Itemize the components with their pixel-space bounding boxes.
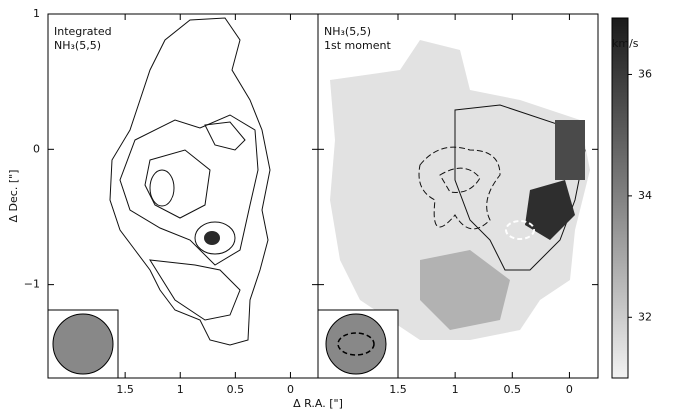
x-tick-label: 1.5 (389, 383, 407, 396)
x-tick-label: 0.5 (504, 383, 522, 396)
colorbar-label: km/s (612, 37, 639, 50)
panel-label: NH₃(5,5) (324, 25, 371, 38)
moment-map (318, 40, 590, 378)
right-frame (317, 13, 599, 379)
y-tick-label: 0 (33, 142, 40, 155)
x-tick-label: 0 (287, 383, 294, 396)
colorbar-tick-label: 34 (638, 189, 652, 202)
y-axis-label: Δ Dec. ["] (7, 170, 20, 223)
x-tick-label: 1 (452, 383, 459, 396)
x-tick-label: 0.5 (227, 383, 245, 396)
integrated-map: ✲ (48, 17, 271, 378)
panel-label: 1st moment (324, 39, 391, 52)
colorbar (611, 17, 629, 379)
panel-label: Integrated (54, 25, 112, 38)
panel-label: NH₃(5,5) (54, 39, 101, 52)
colorbar-tick-label: 32 (638, 310, 652, 323)
y-tick-label: −1 (24, 278, 40, 291)
y-tick-label: 1 (33, 7, 40, 20)
svg-text:✲: ✲ (170, 192, 185, 213)
x-tick-label: 1.5 (116, 383, 134, 396)
colorbar-tick-label: 36 (638, 67, 652, 80)
x-tick-label: 1 (177, 383, 184, 396)
x-tick-label: 0 (566, 383, 573, 396)
x-axis-label: Δ R.A. ["] (293, 397, 343, 410)
